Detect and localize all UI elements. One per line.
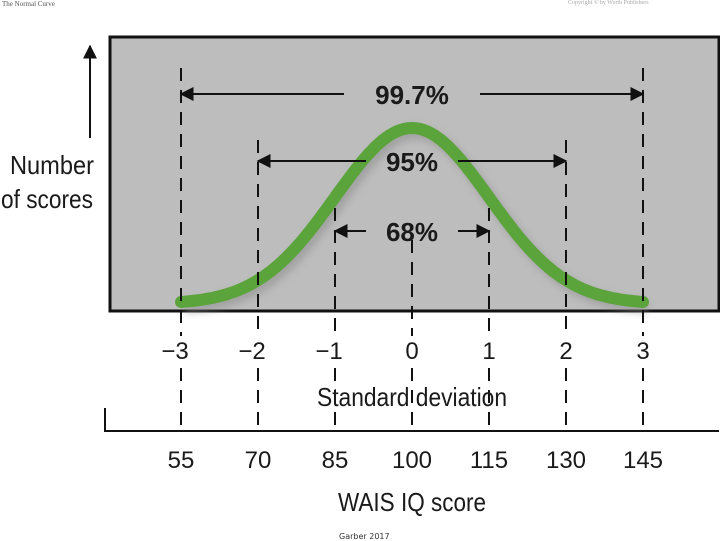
sd-tick-label: 3: [636, 338, 649, 365]
footer-credit: Garber 2017: [339, 532, 390, 541]
iq-axis-label: WAIS IQ score: [338, 487, 486, 517]
page-title: The Normal Curve: [2, 0, 55, 8]
sd-guide-lines: [180, 68, 644, 426]
iq-tick-label: 85: [322, 447, 349, 474]
iq-tick-label: 55: [168, 447, 195, 474]
sd-tick-labels: −3 −2 −1 0 1 2 3: [161, 338, 649, 365]
iq-tick-label: 115: [470, 447, 508, 474]
y-axis-label-line-2: of scores: [1, 184, 93, 214]
span-label: 99.7%: [375, 80, 449, 110]
plot-panel: [108, 35, 720, 313]
iq-axis-line: [104, 408, 719, 432]
sd-axis-label: Standard deviation: [317, 382, 507, 412]
iq-tick-labels: 55 70 85 100 115 130 145: [168, 447, 663, 474]
sd-tick-label: −1: [315, 338, 342, 365]
sd-tick-label: −3: [161, 338, 188, 365]
iq-tick-label: 130: [546, 447, 586, 474]
sd-tick-label: −2: [238, 338, 265, 365]
percentage-spans: 99.7% 95% 68%: [179, 80, 645, 247]
span-label: 95%: [386, 147, 438, 177]
sd-tick-label: 0: [405, 338, 418, 365]
iq-tick-label: 70: [245, 447, 272, 474]
sd-tick-label: 1: [482, 338, 495, 365]
sd-tick-label: 2: [559, 338, 572, 365]
iq-tick-label: 100: [392, 447, 432, 474]
copyright-notice: Copyright © by Worth Publishers: [568, 0, 649, 6]
iq-tick-label: 145: [623, 447, 663, 474]
span-label: 68%: [386, 217, 438, 247]
y-axis-label-line-1: Number: [10, 150, 94, 180]
